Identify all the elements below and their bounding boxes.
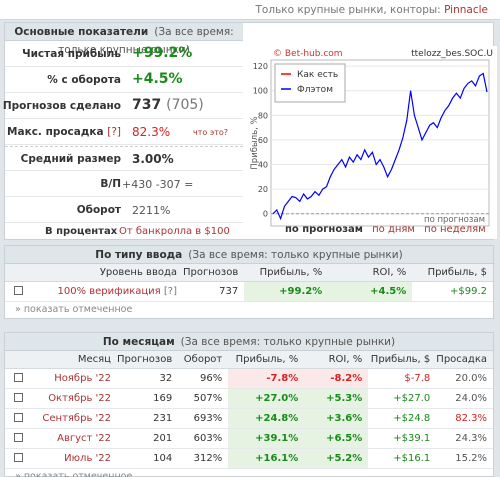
chart-tabs: по прогнозам по дням по неделям [285, 224, 486, 235]
row-checkbox[interactable] [13, 453, 23, 462]
bankroll-row: В процентах От банкролла в $100 [45, 226, 230, 237]
row-checkbox[interactable] [13, 286, 23, 295]
entry-help-link[interactable]: [?] [163, 285, 177, 297]
net-profit-value: +99.2% [132, 45, 193, 61]
month-link[interactable]: Сентябрь '22 [42, 412, 111, 424]
row-checkbox[interactable] [13, 413, 23, 422]
y-tick-label: 40 [258, 161, 268, 170]
filter-text: Только крупные рынки, конторы: Pinnacle [255, 4, 488, 16]
chart-watermark: © Bet-hub.com [273, 49, 343, 59]
month-link[interactable]: Октябрь '22 [48, 392, 111, 404]
table-row: 100% верификация [?] 737 +99.2% +4.5% +$… [5, 281, 493, 302]
tab-by-weeks[interactable]: по неделям [424, 224, 486, 235]
row-checkbox[interactable] [13, 433, 23, 442]
y-tick-label: 100 [253, 87, 268, 96]
stat-wl: В/П +430 -307 = [5, 172, 243, 197]
row-checkbox[interactable] [13, 373, 23, 382]
what-is-it-link[interactable]: что это? [193, 128, 229, 137]
y-tick-label: 20 [258, 185, 268, 194]
table-row: Октябрь '22 169 507% +27.0% +5.3% +$27.0 24.0% [5, 388, 493, 409]
chart-username: ttelozz_bes.SOC.U [411, 49, 493, 59]
y-tick-label: 0 [263, 210, 268, 219]
show-marked-link[interactable]: » показать отмеченное [15, 303, 133, 315]
y-tick-label: 80 [258, 111, 268, 120]
bookmaker-link[interactable]: Pinnacle [444, 4, 488, 16]
month-link[interactable]: Август '22 [57, 432, 111, 444]
drawdown-help-link[interactable]: [?] [107, 126, 121, 138]
x-axis-label: по прогнозам [424, 215, 485, 225]
tab-by-days[interactable]: по дням [372, 224, 415, 235]
profit-chart: 0 20 40 60 80 100 120 © Bet-hub.com ttelozz_bes.… [245, 46, 497, 239]
drawdown-value: 82.3% [132, 125, 171, 139]
series-line-flat [272, 72, 488, 221]
stat-turnover: Оборот 2211% [5, 198, 243, 223]
row-checkbox[interactable] [13, 393, 23, 402]
top-filter-bar: Только крупные рынки, конторы: Pinnacle [0, 0, 500, 20]
months-header: По месяцам (За все время: только крупные … [5, 333, 493, 351]
months-table: Месяц Прогнозов Оборот Прибыль, % ROI, %… [5, 351, 493, 469]
table-row: Ноябрь '22 32 96% -7.8% -8.2% $-7.8 20.0% [5, 368, 493, 389]
turnover-value: 2211% [132, 204, 171, 217]
month-link[interactable]: Июль '22 [64, 452, 111, 464]
stat-net-profit: Чистая прибыль +99.2% [5, 42, 243, 67]
stat-roi: % с оборота +4.5% [5, 68, 243, 93]
main-stats-header: Основные показатели (За все время: только… [5, 23, 243, 56]
roi-value: +4.5% [132, 71, 183, 87]
stat-drawdown: Макс. просадка [?] 82.3% что это? [5, 120, 243, 145]
y-tick-label: 120 [253, 62, 268, 71]
month-link[interactable]: Ноябрь '22 [54, 372, 111, 384]
tab-by-picks[interactable]: по прогнозам [285, 224, 363, 235]
profit-chart-svg: 0 20 40 60 80 100 120 © Bet-hub.com ttelozz_bes.… [250, 49, 493, 227]
entry-level-link[interactable]: 100% верификация [57, 285, 161, 297]
entry-type-header: По типу ввода (За все время: только крупн… [5, 246, 493, 264]
show-marked-months-link[interactable]: » показать отмеченное [15, 470, 133, 477]
stat-avg-stake: Средний размер 3.00% [5, 146, 243, 171]
legend-label: Флэтом [297, 85, 333, 95]
picks-value: 737 (705) [132, 97, 204, 113]
avg-stake-value: 3.00% [132, 152, 174, 166]
months-card: По месяцам (За все время: только крупные … [4, 332, 494, 477]
wl-value: +430 -307 = [122, 178, 194, 191]
legend-label: Как есть [297, 70, 338, 80]
legend-box [274, 63, 346, 103]
bankroll-link[interactable]: От банкролла в $100 [119, 226, 230, 237]
y-axis-label: Прибыль, % [250, 116, 260, 169]
stat-picks: Прогнозов сделано 737 (705) [3, 94, 243, 119]
table-row: Сентябрь '22 231 693% +24.8% +3.6% +$24.8 82.3… [5, 408, 493, 429]
entry-type-card: По типу ввода (За все время: только крупн… [4, 245, 494, 319]
main-stats-card: Основные показатели (За все время: только… [3, 22, 497, 240]
table-row: Август '22 201 603% +39.1% +6.5% +$39.1 24.3% [5, 428, 493, 449]
y-tick-label: 60 [258, 136, 268, 145]
entry-type-table: Уровень ввода Прогнозов Прибыль, % ROI, … [5, 264, 493, 302]
table-row: Июль '22 104 312% +16.1% +5.2% +$16.1 15.2% [5, 448, 493, 469]
